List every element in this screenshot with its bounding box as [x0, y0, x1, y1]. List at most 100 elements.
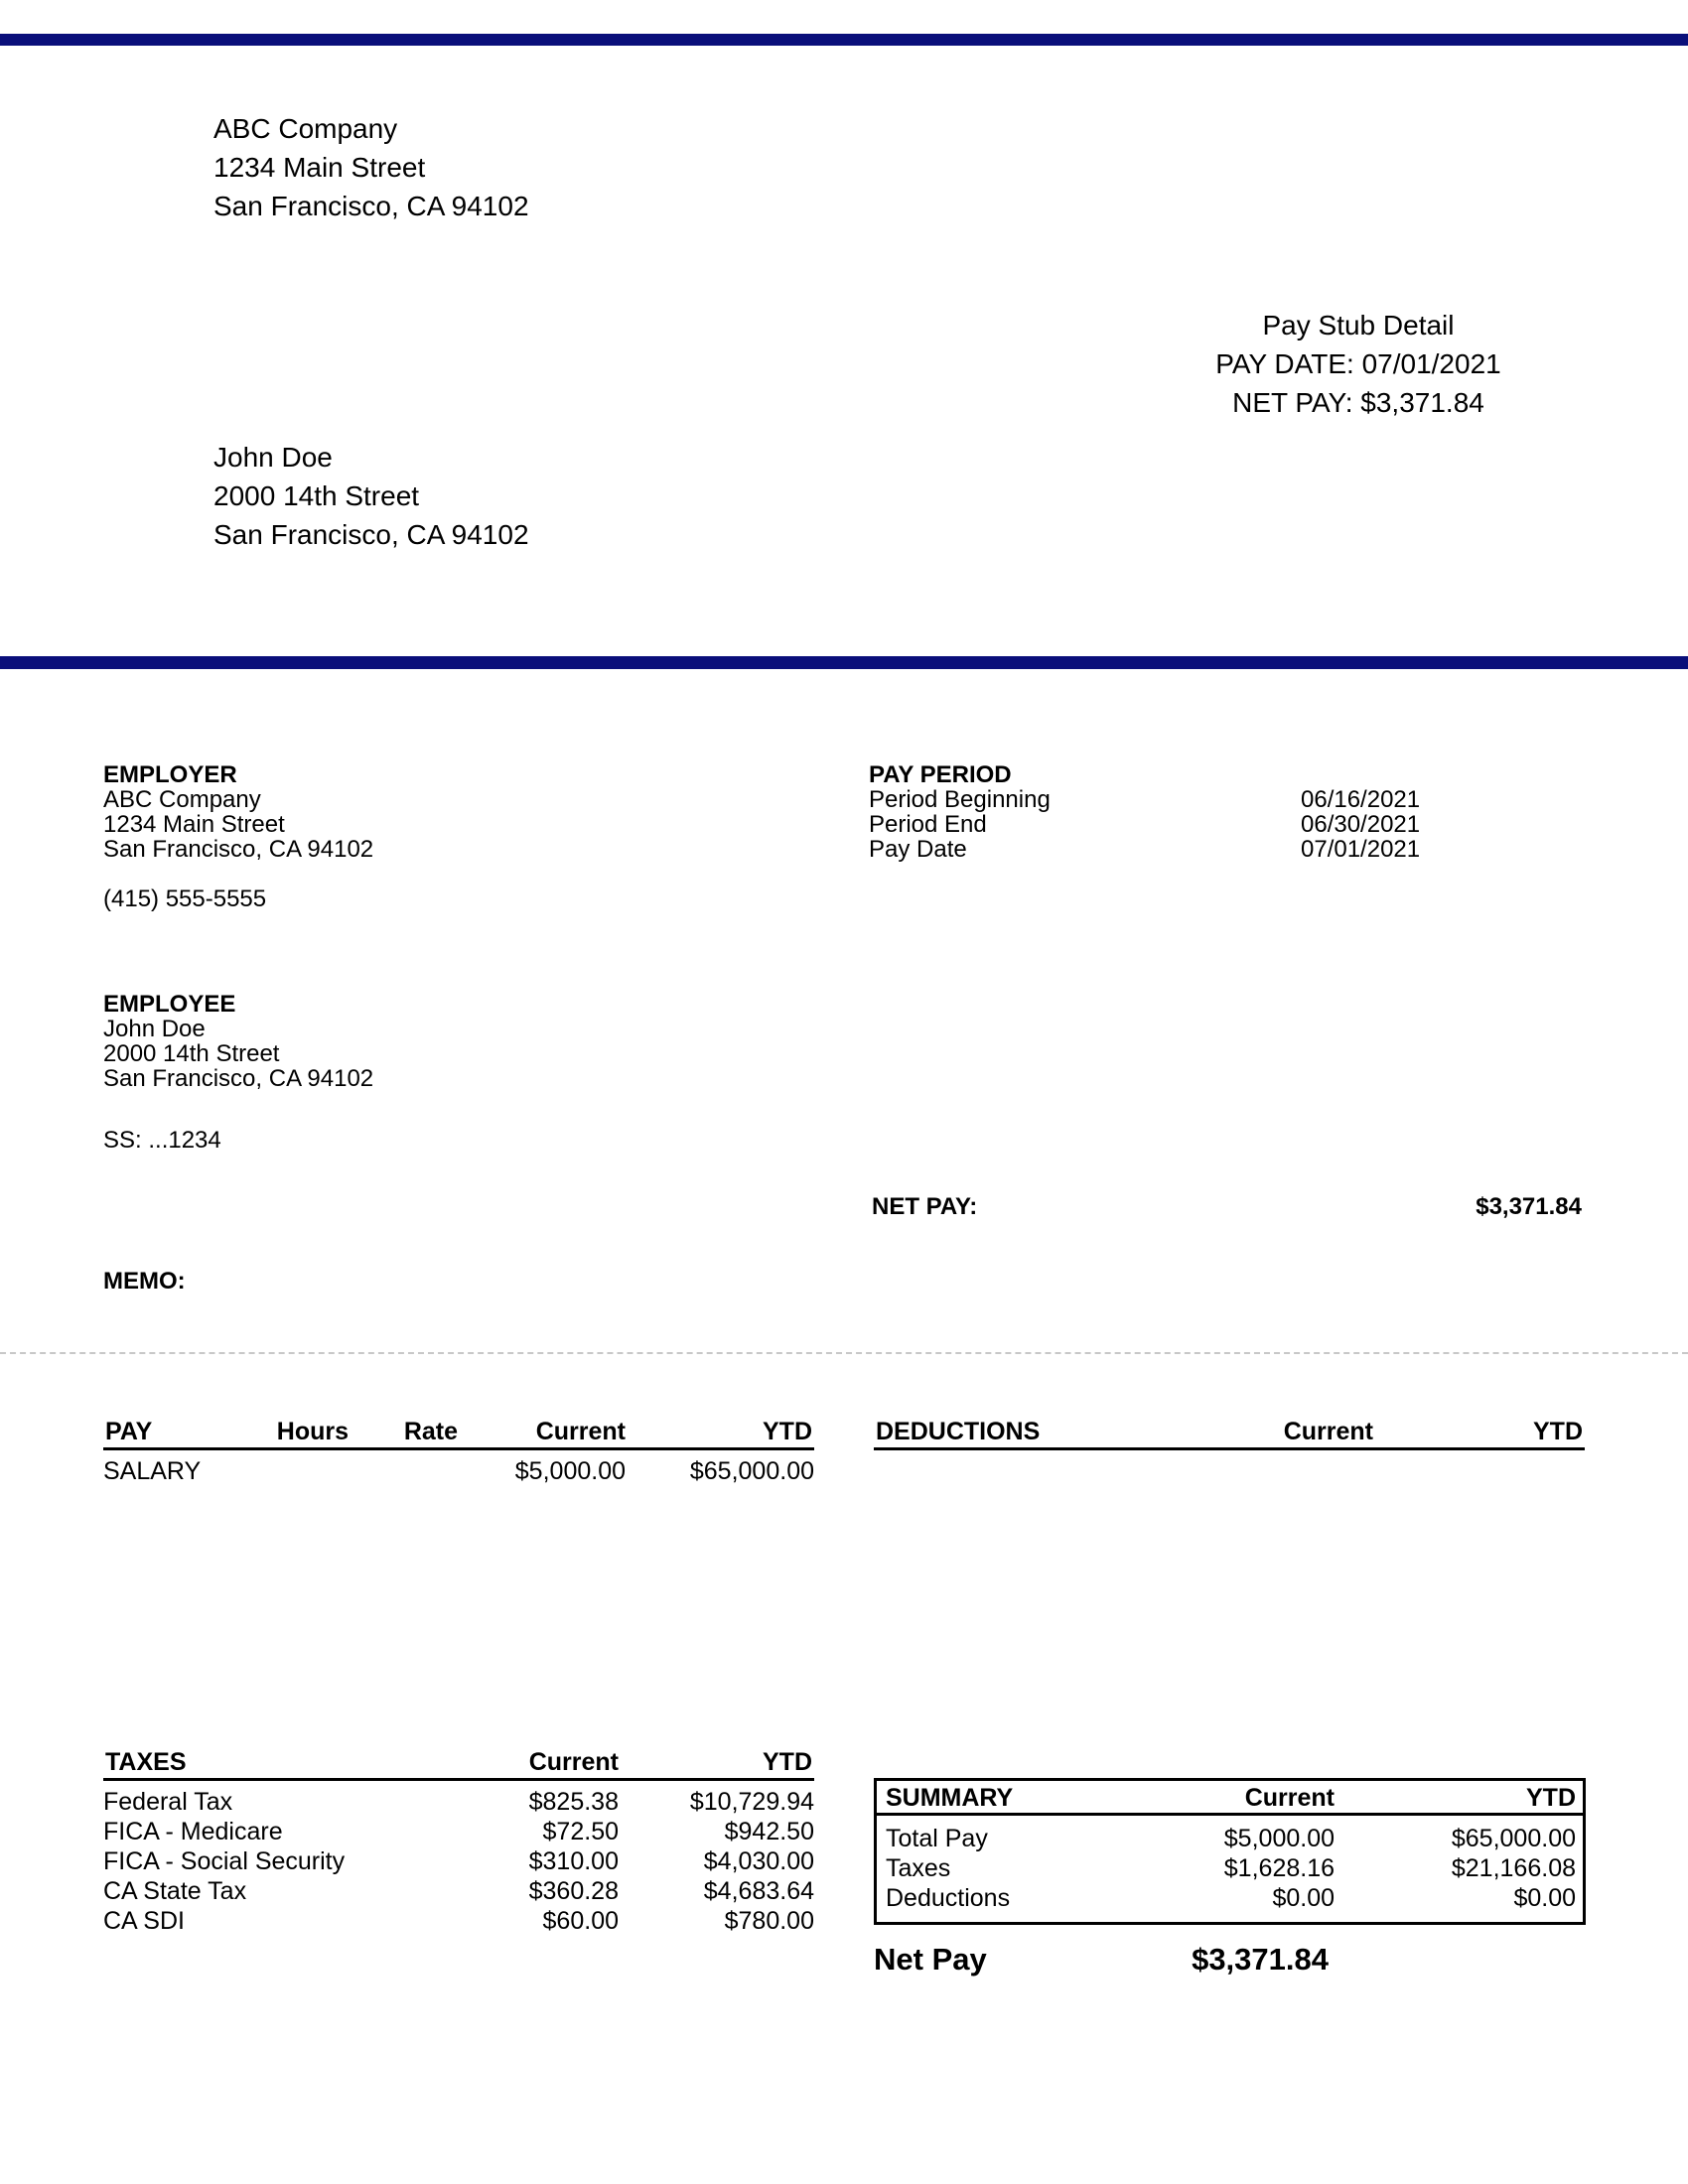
summary-row-ytd: $0.00: [1513, 1884, 1576, 1912]
tax-row-current: $310.00: [528, 1847, 619, 1875]
employee-street: 2000 14th Street: [103, 1040, 280, 1067]
pay-table: PAY Hours Rate Current YTD SALARY $5,000…: [103, 1418, 814, 1497]
tax-row-name: CA State Tax: [103, 1877, 247, 1905]
stub-header: Pay Stub Detail PAY DATE: 07/01/2021 NET…: [1160, 306, 1557, 422]
summary-header-name: SUMMARY: [886, 1784, 1014, 1812]
employer-label: EMPLOYER: [103, 761, 237, 788]
summary-row-current: $1,628.16: [1223, 1854, 1335, 1882]
pay-row: SALARY $5,000.00 $65,000.00: [103, 1457, 814, 1487]
net-pay-value: $3,371.84: [1476, 1193, 1582, 1220]
tax-row-name: FICA - Medicare: [103, 1818, 283, 1845]
summary-row-name: Deductions: [886, 1884, 1011, 1912]
net-pay-label: NET PAY:: [872, 1193, 978, 1220]
summary-table: SUMMARY Current YTD Total Pay $5,000.00 $6…: [874, 1778, 1586, 1925]
stub-pay-date: PAY DATE: 07/01/2021: [1215, 348, 1501, 379]
tax-row-current: $825.38: [528, 1788, 619, 1816]
tax-row-current: $72.50: [542, 1818, 619, 1845]
taxes-header-rule: [103, 1778, 814, 1781]
deductions-header-name: DEDUCTIONS: [876, 1418, 1041, 1445]
employee-name: John Doe: [103, 1016, 206, 1042]
pay-row-ytd: $65,000.00: [689, 1457, 814, 1485]
employee-ss: SS: ...1234: [103, 1127, 221, 1154]
tax-row-current: $60.00: [542, 1907, 619, 1935]
company-city: San Francisco, CA 94102: [213, 191, 529, 221]
pay-period-row: Period End 06/30/2021: [869, 812, 1425, 837]
tax-row: CA SDI $60.00 $780.00: [103, 1907, 814, 1937]
employer-city: San Francisco, CA 94102: [103, 836, 374, 863]
recipient-name: John Doe: [213, 442, 333, 473]
deductions-header-rule: [874, 1447, 1585, 1450]
pay-period-block: PAY PERIOD Period Beginning 06/16/2021 Pe…: [869, 762, 1425, 862]
employer-name: ABC Company: [103, 786, 261, 813]
top-bar: [0, 34, 1688, 46]
pay-row-current: $5,000.00: [514, 1457, 626, 1485]
pay-header-ytd: YTD: [763, 1418, 812, 1445]
memo-label: MEMO:: [103, 1268, 186, 1295]
tax-row-ytd: $780.00: [724, 1907, 814, 1935]
taxes-header-name: TAXES: [105, 1748, 187, 1776]
stub-title: Pay Stub Detail: [1262, 310, 1455, 341]
pay-period-row: Period Beginning 06/16/2021: [869, 787, 1425, 812]
tax-row-name: Federal Tax: [103, 1788, 233, 1816]
pay-period-row-label: Pay Date: [869, 836, 967, 863]
tax-row: FICA - Medicare $72.50 $942.50: [103, 1818, 814, 1847]
pay-header-current: Current: [535, 1418, 626, 1445]
pay-period-row-value: 07/01/2021: [1301, 836, 1421, 863]
summary-net-pay-value: $3,371.84: [1192, 1942, 1329, 1977]
summary-row-name: Taxes: [886, 1854, 951, 1882]
company-name: ABC Company: [213, 113, 398, 144]
taxes-table-header: TAXES Current YTD: [103, 1748, 814, 1778]
employer-block: EMPLOYER ABC Company 1234 Main Street Sa…: [103, 762, 373, 911]
employee-label: EMPLOYEE: [103, 991, 236, 1018]
tax-row-current: $360.28: [528, 1877, 619, 1905]
company-address: ABC Company 1234 Main Street San Francis…: [213, 109, 529, 225]
summary-header-rule: [877, 1813, 1583, 1816]
taxes-table: TAXES Current YTD Federal Tax $825.38 $10,…: [103, 1748, 814, 1947]
middle-bar: [0, 656, 1688, 669]
tax-row-ytd: $4,030.00: [703, 1847, 814, 1875]
employer-street: 1234 Main Street: [103, 811, 285, 838]
pay-period-row-label: Period Beginning: [869, 786, 1051, 813]
employee-block: EMPLOYEE John Doe 2000 14th Street San F…: [103, 992, 373, 1153]
pay-period-row-value: 06/30/2021: [1301, 811, 1421, 838]
deductions-table: DEDUCTIONS Current YTD: [874, 1418, 1585, 1457]
summary-row-ytd: $65,000.00: [1451, 1825, 1576, 1852]
pay-period-row-value: 06/16/2021: [1301, 786, 1421, 813]
company-street: 1234 Main Street: [213, 152, 426, 183]
pay-table-header: PAY Hours Rate Current YTD: [103, 1418, 814, 1447]
pay-period-label: PAY PERIOD: [869, 761, 1012, 788]
summary-header-current: Current: [1244, 1784, 1335, 1812]
tear-line: [0, 1352, 1688, 1354]
summary-row: Deductions $0.00 $0.00: [877, 1884, 1583, 1914]
pay-header-rule: [103, 1447, 814, 1450]
recipient-city: San Francisco, CA 94102: [213, 519, 529, 550]
employee-city: San Francisco, CA 94102: [103, 1065, 374, 1092]
pay-header-rate: Rate: [403, 1418, 458, 1445]
summary-row: Total Pay $5,000.00 $65,000.00: [877, 1825, 1583, 1854]
summary-row-ytd: $21,166.08: [1451, 1854, 1576, 1882]
pay-period-row-label: Period End: [869, 811, 987, 838]
recipient-address: John Doe 2000 14th Street San Francisco,…: [213, 438, 529, 554]
pay-row-name: SALARY: [103, 1457, 202, 1485]
summary-row: Taxes $1,628.16 $21,166.08: [877, 1854, 1583, 1884]
deductions-table-header: DEDUCTIONS Current YTD: [874, 1418, 1585, 1447]
taxes-header-ytd: YTD: [763, 1748, 812, 1776]
pay-period-row: Pay Date 07/01/2021: [869, 837, 1425, 862]
summary-row-current: $5,000.00: [1223, 1825, 1335, 1852]
tax-row: FICA - Social Security $310.00 $4,030.00: [103, 1847, 814, 1877]
summary-row-name: Total Pay: [886, 1825, 988, 1852]
summary-net-pay-label: Net Pay: [874, 1942, 987, 1977]
deductions-header-ytd: YTD: [1533, 1418, 1583, 1445]
summary-table-header: SUMMARY Current YTD: [877, 1784, 1583, 1814]
taxes-header-current: Current: [528, 1748, 619, 1776]
tax-row: Federal Tax $825.38 $10,729.94: [103, 1788, 814, 1818]
pay-header-hours: Hours: [276, 1418, 349, 1445]
pay-header-pay: PAY: [105, 1418, 153, 1445]
stub-net-pay: NET PAY: $3,371.84: [1232, 387, 1484, 418]
tax-row-name: FICA - Social Security: [103, 1847, 346, 1875]
tax-row-ytd: $942.50: [724, 1818, 814, 1845]
deductions-header-current: Current: [1283, 1418, 1373, 1445]
tax-row: CA State Tax $360.28 $4,683.64: [103, 1877, 814, 1907]
summary-row-current: $0.00: [1272, 1884, 1335, 1912]
summary-header-ytd: YTD: [1526, 1784, 1576, 1812]
